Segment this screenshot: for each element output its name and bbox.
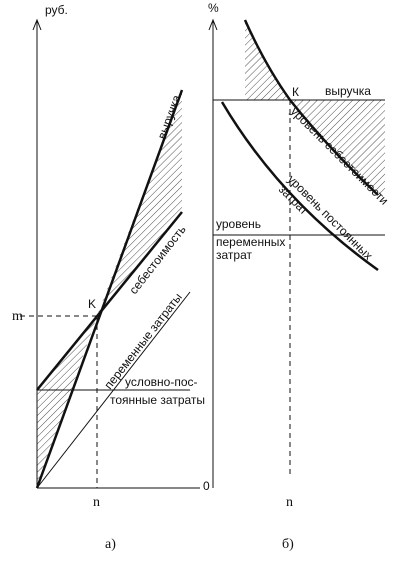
axis-label: руб. [45, 3, 68, 17]
right-panel: % К выручка уровень себестоимости уровен… [203, 1, 391, 552]
n-label: n [93, 495, 100, 510]
m-label: m [12, 309, 23, 324]
revenue-line [35, 89, 184, 489]
k-label: К [292, 85, 299, 99]
axis-label: % [208, 1, 219, 15]
caption: а) [105, 537, 116, 552]
arrow [208, 18, 218, 31]
zero-label: 0 [203, 479, 210, 493]
loss-area [245, 20, 290, 100]
variable-label: переменных [216, 235, 285, 249]
caption: б) [282, 537, 294, 552]
revenue-label: выручка [325, 84, 371, 98]
profit-area [290, 100, 385, 195]
fixed-label: тоянные затраты [110, 393, 205, 407]
left-panel: руб. m K n выручка себестоимость перемен… [12, 3, 205, 552]
cost-line [36, 211, 183, 391]
arrow [32, 18, 42, 31]
fixed-label: условно-пос- [125, 375, 198, 389]
variable-label: уровень [216, 217, 261, 231]
variable-label: затрат [216, 248, 252, 262]
k-label: K [88, 297, 96, 311]
n-label: n [286, 495, 293, 510]
